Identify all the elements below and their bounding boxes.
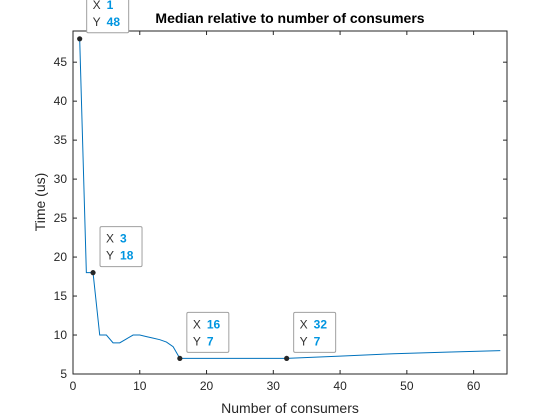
- datatip-y-label: Y: [300, 334, 308, 348]
- datatip-marker: [90, 270, 96, 276]
- x-axis: 0 10 20 30 40 50 60: [70, 31, 481, 393]
- datatip-x-value: 16: [207, 317, 221, 331]
- datatip-y-value: 48: [107, 15, 121, 29]
- x-tick-label: 10: [133, 379, 147, 393]
- chart-title: Median relative to number of consumers: [155, 10, 424, 26]
- datatip-marker: [284, 355, 290, 362]
- y-tick-label: 5: [60, 367, 67, 381]
- datatip-y-label: Y: [193, 334, 201, 348]
- x-tick-label: 40: [333, 379, 347, 393]
- x-tick-label: 0: [70, 379, 77, 393]
- datatip-x-label: X: [93, 0, 101, 12]
- x-tick-label: 60: [467, 379, 481, 393]
- series-layer: [79, 38, 501, 359]
- datatip-x-label: X: [193, 317, 201, 331]
- datatip-y-value: 18: [120, 249, 134, 263]
- datatip-box: [186, 311, 230, 353]
- datatip-box: [86, 0, 130, 34]
- datatip: X 1Y 48: [77, 0, 130, 42]
- datatip: X 3Y 18: [90, 226, 143, 276]
- datatip-marker: [77, 36, 83, 42]
- datatip-y-value: 7: [207, 334, 214, 348]
- plot-area: [72, 30, 508, 375]
- datatip-box: [293, 311, 337, 353]
- y-tick-label: 45: [54, 55, 68, 69]
- datatip-box: [99, 226, 143, 268]
- datatip-x-value: 1: [107, 0, 114, 12]
- y-axis-title: Time (us): [32, 173, 48, 232]
- datatip-y-value: 7: [314, 334, 321, 348]
- datatip-y-label: Y: [106, 249, 114, 263]
- datatip-y-label: Y: [93, 15, 101, 29]
- y-tick-label: 30: [54, 172, 68, 186]
- datatip: X 16 Y 7: [177, 311, 230, 362]
- series-line: [79, 38, 501, 359]
- y-tick-label: 15: [54, 289, 68, 303]
- x-tick-label: 30: [267, 379, 281, 393]
- y-tick-label: 40: [54, 94, 68, 108]
- x-axis-title: Number of consumers: [221, 400, 359, 416]
- y-tick-label: 10: [54, 328, 68, 342]
- datatip-layer: X 1Y 48X 3Y 18X 16Y 7X 32Y 7: [77, 0, 337, 362]
- datatip-x-label: X: [300, 317, 308, 331]
- x-tick-label: 20: [200, 379, 214, 393]
- y-tick-label: 25: [54, 211, 68, 225]
- y-tick-label: 20: [54, 250, 68, 264]
- datatip-x-value: 3: [120, 232, 127, 246]
- y-tick-label: 35: [54, 133, 68, 147]
- datatip: X 32 Y 7: [284, 311, 337, 362]
- y-axis: 5 10 15 20 25 30 35 40 45: [54, 55, 507, 381]
- x-tick-label: 50: [400, 379, 414, 393]
- datatip-marker: [177, 355, 183, 362]
- datatip-x-value: 32: [314, 317, 328, 331]
- datatip-x-label: X: [106, 232, 114, 246]
